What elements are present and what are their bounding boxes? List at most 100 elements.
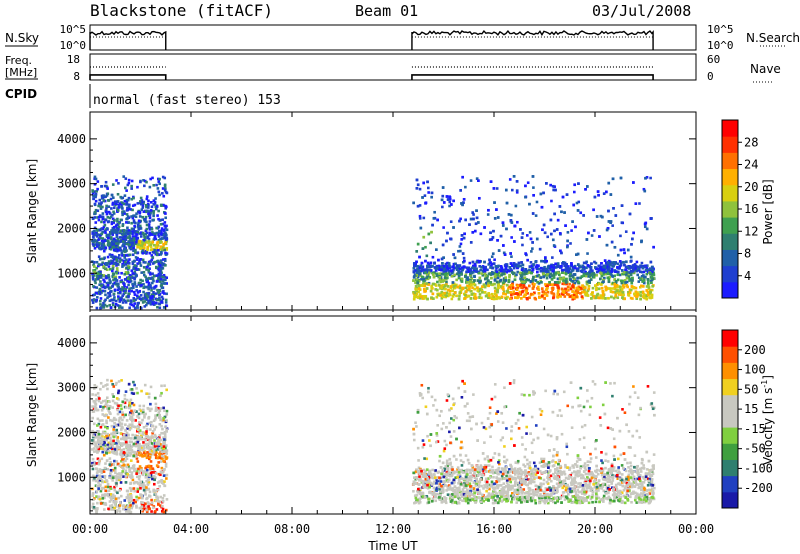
power-cell — [412, 275, 416, 278]
power-cell — [631, 297, 634, 300]
power-cell — [559, 249, 562, 253]
power-cell — [111, 267, 115, 271]
power-cell — [105, 276, 108, 280]
power-cell — [618, 285, 622, 289]
velocity-cell — [95, 398, 98, 401]
power-cell — [145, 268, 148, 271]
power-cell — [549, 218, 553, 222]
power-cell — [567, 267, 570, 271]
power-cell — [483, 270, 487, 274]
power-cell — [91, 242, 95, 245]
power-cell — [432, 217, 436, 220]
power-cell — [100, 263, 103, 266]
power-cell — [111, 260, 115, 263]
power-cell — [448, 293, 452, 297]
power-cell — [643, 222, 647, 226]
power-cell — [516, 292, 520, 296]
power-cell — [516, 264, 520, 268]
power-cell — [102, 274, 106, 277]
power-cell — [127, 207, 131, 211]
power-cell — [473, 229, 477, 233]
power-cell — [447, 272, 450, 276]
power-cell — [576, 263, 580, 266]
power-cell — [416, 296, 420, 299]
power-cell — [162, 292, 166, 295]
power-cell — [95, 266, 98, 270]
station-title: Blackstone (fitACF) — [90, 1, 273, 20]
power-cell — [475, 267, 478, 271]
velocity-cell — [130, 471, 134, 474]
power-cell — [572, 203, 576, 207]
power-cell — [152, 232, 156, 235]
power-cell — [641, 285, 645, 288]
power-cell — [605, 263, 609, 267]
power-cell — [457, 297, 461, 301]
power-cell — [542, 275, 545, 279]
power-cell — [161, 175, 165, 179]
power-cell — [595, 267, 599, 271]
power-cell — [487, 279, 490, 283]
power-cell — [535, 265, 539, 269]
velocity-cell — [138, 404, 142, 408]
power-cell — [125, 261, 129, 265]
power-cell — [431, 223, 434, 227]
power-cell — [156, 187, 160, 190]
power-cell — [597, 264, 601, 268]
power-cell — [646, 268, 649, 272]
power-cell — [610, 295, 613, 299]
power-cell — [429, 269, 433, 272]
power-cell — [93, 293, 96, 297]
power-cell — [495, 297, 498, 301]
power-cell — [594, 266, 597, 269]
velocity-cell — [163, 384, 166, 387]
power-cell — [531, 279, 534, 283]
power-cell — [142, 286, 146, 289]
power-cell — [528, 296, 531, 300]
power-cell — [130, 239, 133, 242]
power-cell — [470, 283, 473, 287]
power-cell — [452, 285, 456, 288]
power-cell — [131, 216, 135, 220]
power-cell — [116, 262, 119, 266]
power-cell — [96, 277, 100, 281]
power-cell — [128, 287, 131, 291]
power-cell — [130, 184, 133, 188]
power-cell — [132, 249, 135, 253]
power-cell — [545, 276, 549, 280]
power-cell — [529, 280, 533, 283]
power-cell — [603, 265, 606, 268]
power-cell — [592, 273, 596, 276]
power-cell — [129, 280, 133, 283]
power-cell — [145, 195, 149, 198]
power-cell — [500, 267, 504, 270]
power-cell — [142, 270, 146, 274]
power-cell — [643, 265, 647, 269]
velocity-cell — [142, 482, 145, 485]
power-cell — [130, 187, 133, 190]
power-cell — [143, 300, 146, 303]
power-cell — [495, 208, 498, 211]
power-cell — [110, 255, 113, 258]
power-cell — [91, 192, 95, 195]
power-cell — [120, 271, 123, 275]
power-cell — [619, 261, 623, 264]
power-cell — [109, 286, 113, 290]
power-cell — [128, 306, 131, 310]
power-cell — [415, 270, 419, 273]
power-cell — [529, 237, 533, 241]
power-cell — [97, 255, 101, 258]
power-cell — [126, 183, 130, 187]
power-cell — [606, 261, 610, 264]
power-cell — [446, 266, 449, 270]
power-cell — [460, 273, 463, 276]
power-cell — [468, 285, 471, 288]
power-cell — [596, 190, 600, 193]
power-cell — [133, 282, 137, 286]
power-cell — [511, 286, 515, 290]
velocity-cell — [146, 501, 150, 504]
cpid-label: CPID — [5, 87, 37, 101]
power-cell — [422, 216, 426, 220]
power-cell — [604, 285, 607, 289]
power-cell — [135, 233, 139, 236]
power-cell — [416, 204, 420, 208]
